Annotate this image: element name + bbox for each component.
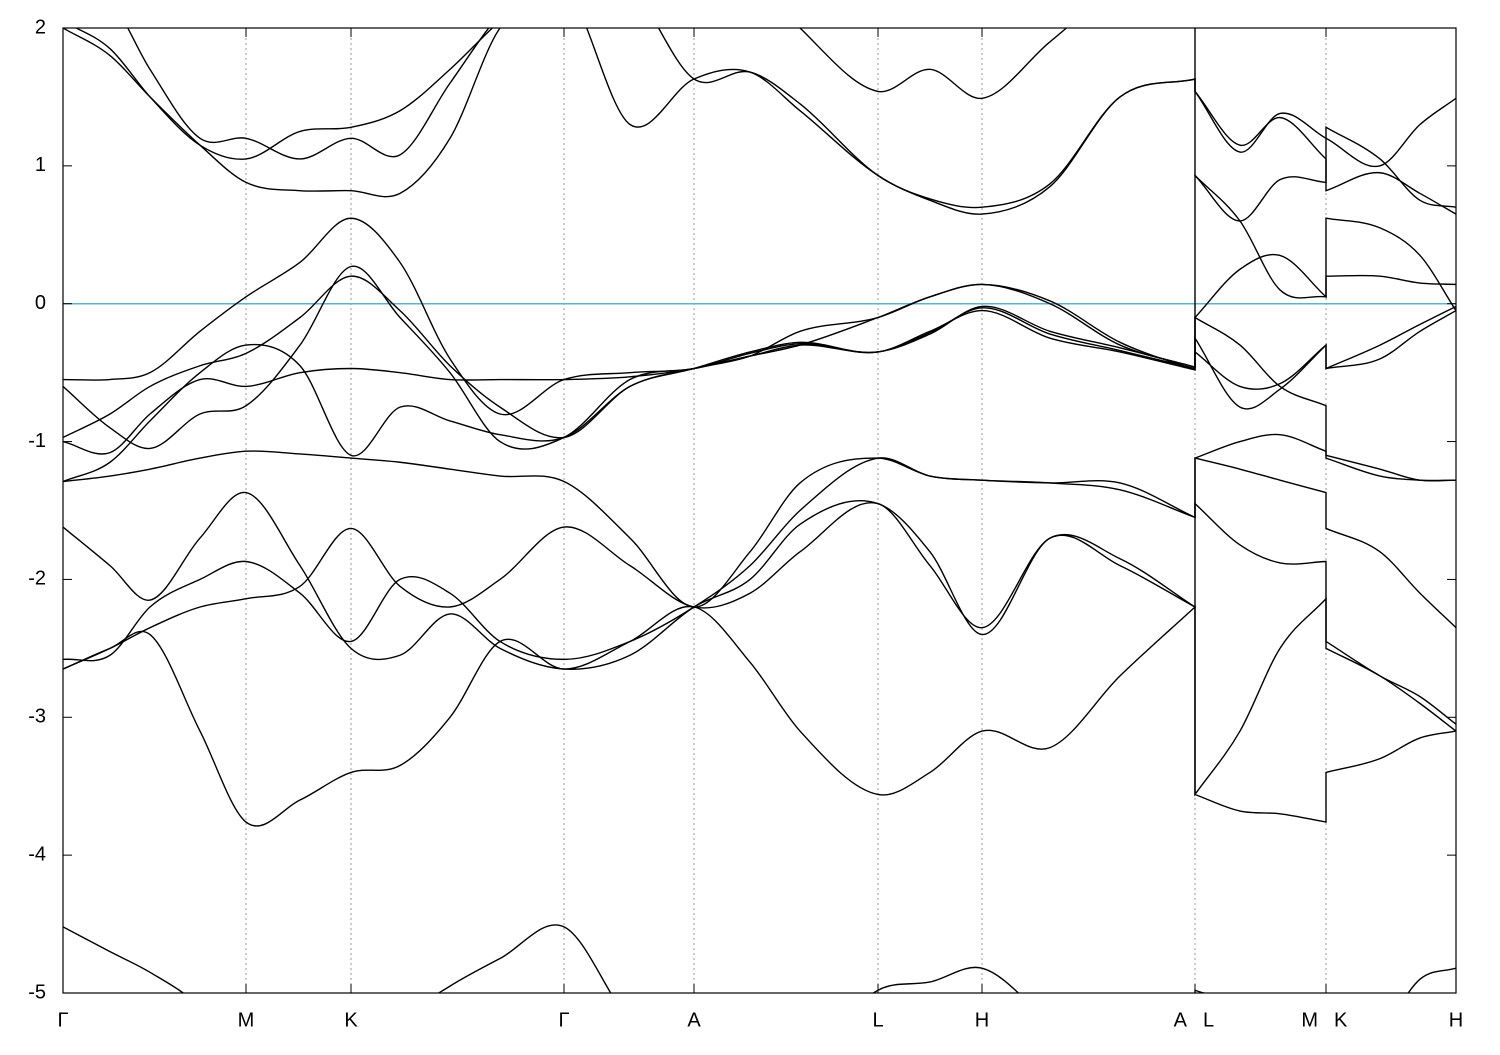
band-line: [63, 605, 1456, 827]
band-line: [63, 28, 1456, 215]
band-line: [63, 173, 1456, 416]
x-tick-label: L: [1203, 1009, 1214, 1031]
band-line: [63, 457, 1456, 725]
band-line: [63, 275, 1456, 482]
bands-layer: [63, 28, 1456, 993]
band-line: [63, 501, 1456, 797]
grid-layer: [62, 28, 1457, 993]
y-tick-label: 0: [35, 292, 46, 314]
y-tick-label: -4: [28, 843, 46, 865]
x-tick-label: M: [1301, 1009, 1318, 1031]
band-line: [74, 28, 1456, 222]
band-line: [63, 457, 1456, 670]
x-tick-label: Γ: [57, 1009, 68, 1031]
band-line: [63, 924, 1456, 993]
x-tick-label: M: [238, 1009, 255, 1031]
y-tick-label: -1: [28, 430, 46, 452]
band-line: [63, 433, 1456, 608]
x-tick-label: L: [872, 1009, 883, 1031]
x-tick-label: H: [975, 1009, 989, 1031]
x-tick-label: Γ: [558, 1009, 569, 1031]
band-line: [127, 28, 1456, 168]
plot-frame: [62, 27, 1457, 994]
x-tick-label: H: [1449, 1009, 1463, 1031]
y-tick-label: -2: [28, 568, 46, 590]
y-tick-label: 1: [35, 154, 46, 176]
x-tick-label: A: [687, 1009, 701, 1031]
x-tick-label: K: [1334, 1009, 1348, 1031]
y-tick-label: -5: [28, 981, 46, 1003]
y-tick-label: -3: [28, 706, 46, 728]
band-line: [63, 309, 1456, 483]
band-line: [63, 265, 1456, 450]
x-tick-label: A: [1174, 1009, 1188, 1031]
y-tick-label: 2: [35, 16, 46, 38]
x-tick-label: K: [344, 1009, 358, 1031]
